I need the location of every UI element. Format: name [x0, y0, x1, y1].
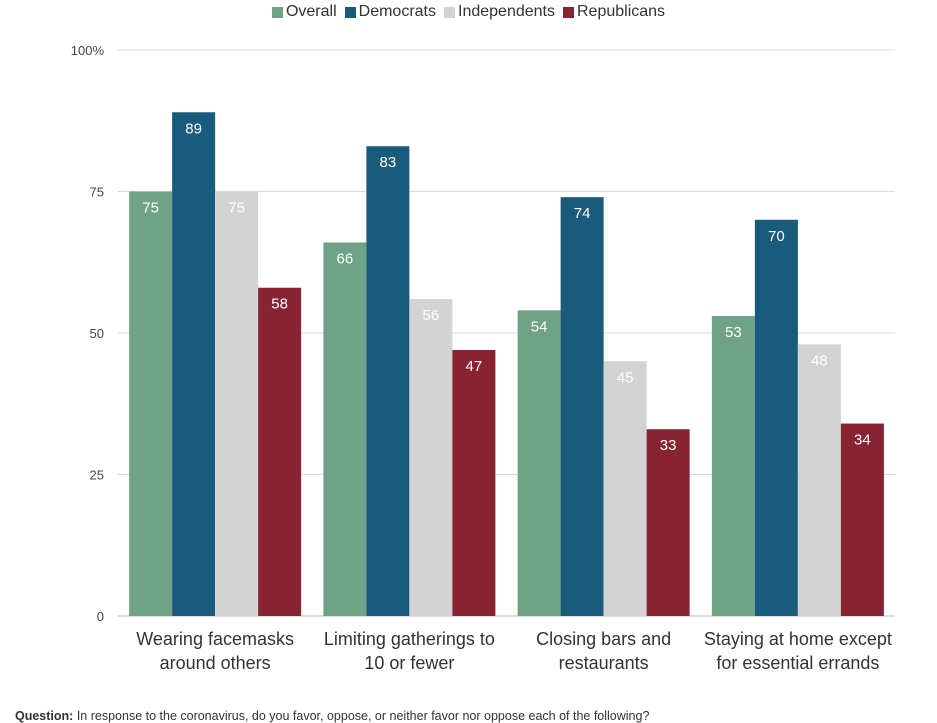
legend-label-independents: Independents [458, 3, 555, 20]
bar [754, 219, 798, 617]
bar [409, 299, 453, 616]
bar [215, 191, 259, 616]
bar-value-label: 48 [811, 352, 828, 369]
legend-swatch-overall [271, 6, 283, 18]
category-label: Staying at home except [704, 629, 892, 649]
chart-footnote: Question: In response to the coronavirus… [15, 709, 649, 723]
bar-value-label: 34 [854, 432, 871, 449]
bar-value-label: 45 [617, 369, 634, 386]
legend-item-overall: Overall [271, 3, 337, 21]
bar-value-label: 74 [574, 205, 591, 222]
bar [129, 191, 173, 616]
bar [323, 242, 367, 616]
y-tick-label: 50 [90, 326, 104, 341]
legend-swatch-democrats [344, 6, 356, 18]
footnote-label: Question: [15, 709, 74, 723]
bar-value-label: 56 [423, 307, 440, 324]
legend-swatch-independents [444, 6, 455, 18]
bar [711, 316, 755, 616]
y-tick-label: 25 [90, 468, 104, 483]
legend-swatch-republicans [562, 6, 574, 18]
bar-value-label: 53 [725, 324, 742, 341]
bar-value-label: 54 [531, 318, 548, 335]
bar [452, 349, 496, 616]
legend-item-independents: Independents [444, 3, 555, 21]
category-label: for essential errands [716, 653, 879, 673]
bar-value-label: 83 [380, 154, 397, 171]
legend-label-democrats: Democrats [358, 3, 436, 20]
bar-value-label: 33 [660, 437, 677, 454]
bar-value-label: 75 [228, 200, 245, 217]
bar-value-label: 70 [768, 228, 785, 245]
bar [172, 112, 216, 616]
bar-value-label: 47 [466, 358, 483, 375]
bar [258, 287, 302, 616]
bar-value-label: 89 [185, 120, 202, 137]
category-label: Closing bars and [536, 629, 671, 649]
bar-value-label: 75 [142, 200, 159, 217]
legend-item-democrats: Democrats [344, 3, 436, 21]
chart-legend: Overall Democrats Independents Republica… [0, 3, 937, 21]
category-label: restaurants [559, 653, 649, 673]
category-label: around others [160, 653, 271, 673]
footnote-text: In response to the coronavirus, do you f… [76, 709, 650, 723]
y-tick-label: 100% [71, 43, 105, 58]
bar [560, 197, 604, 616]
bar [366, 146, 410, 616]
y-tick-label: 75 [90, 185, 104, 200]
bar-value-label: 66 [337, 250, 354, 267]
bar [840, 423, 884, 616]
legend-label-republicans: Republicans [576, 3, 666, 20]
bar-value-label: 58 [271, 296, 288, 313]
bar [517, 310, 561, 616]
legend-item-republicans: Republicans [562, 3, 666, 21]
bar [646, 429, 690, 616]
category-label: 10 or fewer [364, 653, 454, 673]
bar [797, 344, 841, 616]
y-tick-label: 0 [97, 609, 104, 624]
bar [603, 361, 647, 616]
category-label: Wearing facemasks [136, 629, 294, 649]
legend-label-overall: Overall [285, 3, 337, 20]
category-label: Limiting gatherings to [324, 629, 495, 649]
